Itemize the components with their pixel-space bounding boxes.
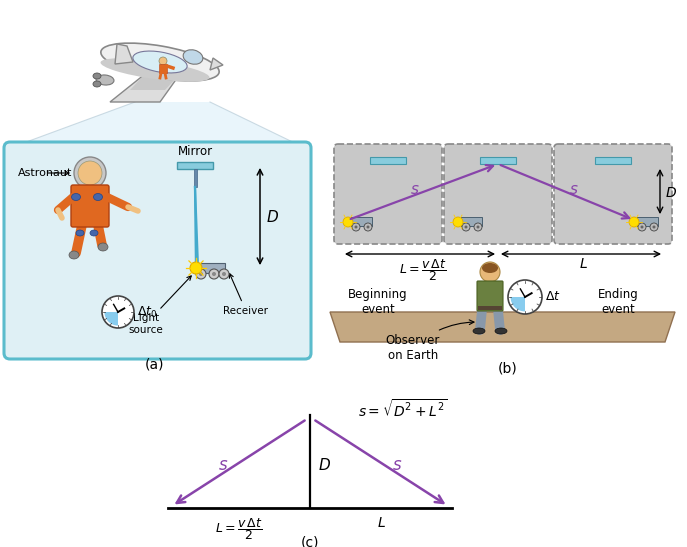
FancyBboxPatch shape [71,185,109,227]
Circle shape [219,269,229,279]
Text: Light
source: Light source [128,276,191,335]
Bar [478,306,502,310]
Ellipse shape [71,194,80,201]
Ellipse shape [96,75,114,85]
Polygon shape [115,44,133,64]
Ellipse shape [93,194,102,201]
Ellipse shape [93,73,101,79]
Polygon shape [10,102,305,148]
FancyBboxPatch shape [334,144,442,244]
Circle shape [464,225,467,229]
Text: $D$: $D$ [266,208,279,224]
Circle shape [352,223,360,231]
Polygon shape [210,58,223,70]
Text: Receiver: Receiver [223,274,269,316]
FancyBboxPatch shape [477,281,503,311]
Ellipse shape [495,328,507,334]
Circle shape [364,223,372,231]
Text: $D$: $D$ [665,186,677,200]
Circle shape [159,57,167,65]
Text: $L = \dfrac{v\,\Delta t}{2}$: $L = \dfrac{v\,\Delta t}{2}$ [399,257,447,283]
Polygon shape [110,74,180,102]
Text: $L$: $L$ [376,516,385,530]
Circle shape [462,223,470,231]
Bar [595,157,631,164]
Circle shape [190,262,202,274]
Text: $s$: $s$ [392,456,402,474]
Ellipse shape [93,81,101,87]
Polygon shape [330,312,675,342]
Text: $s = \sqrt{D^2 + L^2}$: $s = \sqrt{D^2 + L^2}$ [358,398,447,420]
Circle shape [199,272,203,276]
Circle shape [343,217,353,227]
Ellipse shape [133,51,187,73]
Wedge shape [510,297,525,311]
Text: $L$: $L$ [578,257,587,271]
Ellipse shape [482,263,498,273]
Ellipse shape [69,251,79,259]
Circle shape [650,223,658,231]
Bar [195,263,225,273]
Circle shape [474,223,482,231]
Wedge shape [104,312,118,325]
Bar [480,157,516,164]
Circle shape [653,225,655,229]
Circle shape [102,296,134,328]
Text: $\Delta t$: $\Delta t$ [545,290,561,304]
Bar [177,162,213,169]
Text: Astronaut: Astronaut [18,168,72,178]
Ellipse shape [90,230,98,236]
Text: $s$: $s$ [218,456,228,474]
Ellipse shape [100,58,210,82]
Circle shape [629,217,639,227]
Text: Beginning
event: Beginning event [348,288,408,316]
Text: $L = \dfrac{v\,\Delta t}{2}$: $L = \dfrac{v\,\Delta t}{2}$ [215,516,263,542]
Circle shape [453,217,463,227]
FancyBboxPatch shape [4,142,311,359]
Bar [159,64,167,73]
Circle shape [366,225,370,229]
Circle shape [354,225,357,229]
Text: s: s [570,182,578,196]
Text: Observer
on Earth: Observer on Earth [386,320,474,362]
Circle shape [222,272,226,276]
Ellipse shape [101,43,219,81]
FancyBboxPatch shape [444,144,552,244]
Circle shape [480,262,500,282]
Text: s: s [411,182,419,196]
Bar [370,157,406,164]
Ellipse shape [183,50,203,64]
Circle shape [196,269,206,279]
Text: (a): (a) [145,358,165,372]
Ellipse shape [76,230,84,236]
Circle shape [640,225,644,229]
Ellipse shape [98,243,108,251]
Bar [194,169,196,187]
Text: Mirror: Mirror [177,145,212,158]
Circle shape [78,161,102,185]
Text: (b): (b) [498,361,518,375]
Circle shape [74,157,106,189]
Bar [636,217,658,226]
Bar [350,217,372,226]
Ellipse shape [473,328,485,334]
Circle shape [477,225,480,229]
Circle shape [638,223,646,231]
Circle shape [508,280,542,314]
FancyBboxPatch shape [554,144,672,244]
Circle shape [209,269,219,279]
Circle shape [212,272,216,276]
Bar [460,217,482,226]
Polygon shape [130,74,180,90]
Text: (c): (c) [301,536,319,547]
Text: $\Delta t_0$: $\Delta t_0$ [137,305,157,319]
Text: Ending
event: Ending event [598,288,638,316]
Text: $D$: $D$ [318,457,331,473]
